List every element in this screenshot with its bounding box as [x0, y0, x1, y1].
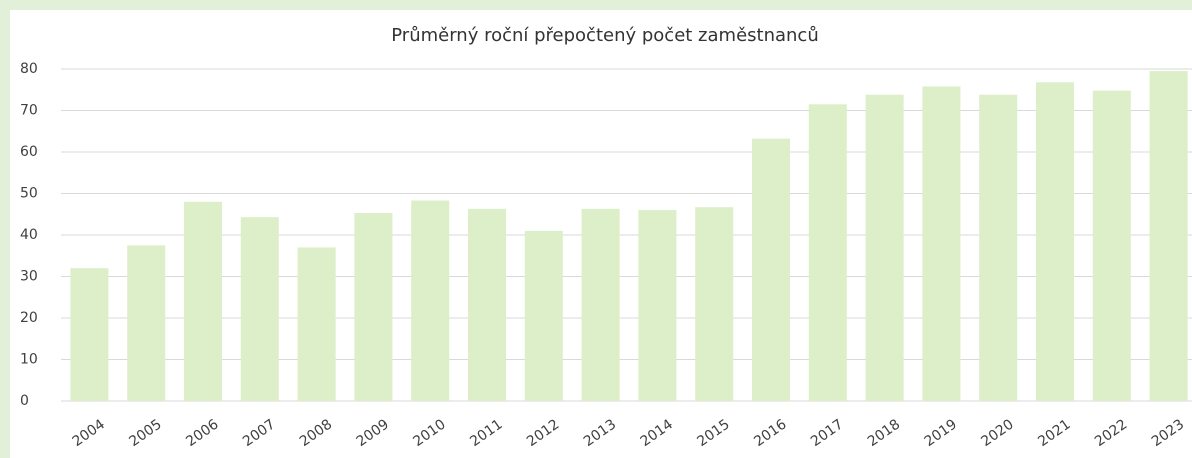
- bar: [524, 230, 563, 401]
- y-tick-label: 70: [20, 103, 38, 119]
- y-tick-label: 60: [20, 144, 38, 160]
- bar: [1149, 71, 1188, 401]
- bar: [467, 208, 507, 401]
- bar: [638, 210, 677, 401]
- y-tick-label: 80: [20, 61, 38, 77]
- bar: [581, 208, 620, 401]
- chart-title: Průměrný roční přepočtený počet zaměstna…: [391, 25, 818, 46]
- bar: [1092, 90, 1131, 401]
- bar: [411, 200, 450, 401]
- y-tick-label: 40: [20, 227, 38, 243]
- bar: [183, 201, 223, 401]
- bar: [808, 104, 847, 402]
- bar: [127, 245, 166, 401]
- bar: [354, 213, 393, 401]
- bar: [240, 217, 279, 401]
- bar: [297, 247, 336, 401]
- y-tick-label: 50: [20, 186, 38, 202]
- bar: [1035, 82, 1075, 401]
- y-tick-label: 20: [20, 310, 38, 326]
- y-tick-label: 10: [20, 352, 38, 368]
- bar: [695, 207, 734, 401]
- bar: [979, 94, 1018, 401]
- bar: [922, 86, 961, 402]
- y-tick-label: 0: [20, 393, 29, 409]
- bar: [70, 268, 109, 401]
- bar: [751, 138, 791, 401]
- bar: [865, 94, 904, 401]
- y-tick-label: 30: [20, 269, 38, 285]
